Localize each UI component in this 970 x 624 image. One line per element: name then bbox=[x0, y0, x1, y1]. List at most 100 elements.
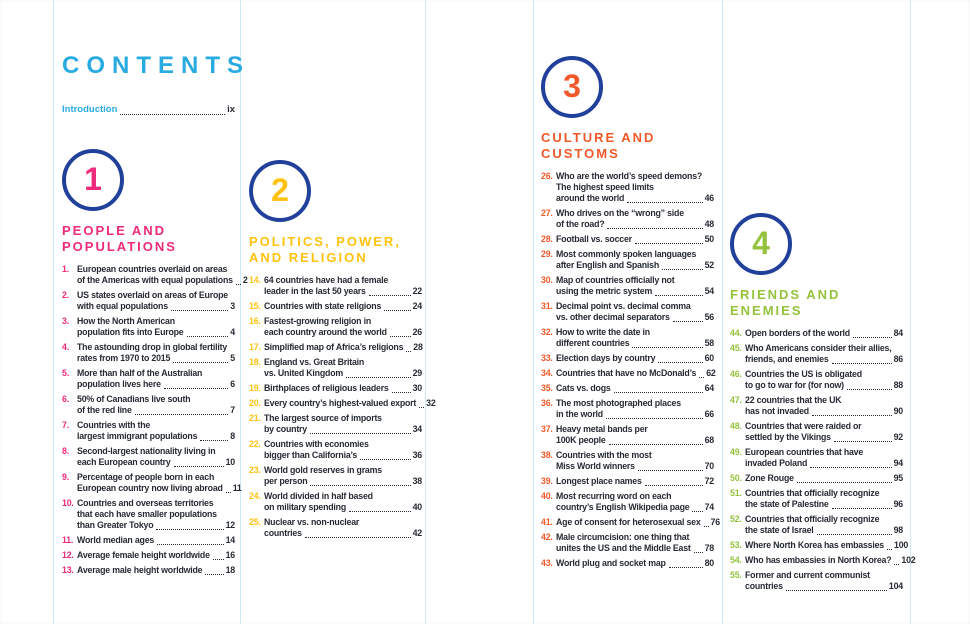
toc-entry-line: Most recurring word on each bbox=[556, 491, 672, 501]
section-number-badge: 3 bbox=[541, 56, 603, 118]
dot-leader bbox=[349, 511, 411, 512]
toc-entry-line: of the road? bbox=[556, 219, 605, 229]
toc-entry: 2. US states overlaid on areas of Europe w… bbox=[62, 290, 235, 312]
dot-leader bbox=[419, 407, 425, 408]
toc-entry-line: population lives here bbox=[77, 379, 161, 389]
dot-leader bbox=[831, 363, 892, 364]
toc-entry-page-number: 48 bbox=[704, 219, 715, 229]
toc-entry-text: Countries and overseas territories that e… bbox=[77, 498, 235, 531]
dot-leader bbox=[134, 414, 229, 415]
toc-entry-number: 1. bbox=[62, 264, 69, 274]
toc-entry: 22. Countries with economies bigger than C… bbox=[249, 439, 422, 461]
toc-entry-line: country’s English Wikipedia page bbox=[556, 502, 690, 512]
toc-entry-number: 13. bbox=[62, 565, 74, 575]
dot-leader bbox=[406, 351, 412, 352]
toc-entry: 7. Countries with the largest immigrant po… bbox=[62, 420, 235, 442]
toc-entry-page-number: 100 bbox=[894, 540, 909, 550]
toc-entry-line: vs. United Kingdom bbox=[264, 368, 343, 378]
toc-entry-list: 26. Who are the world’s speed demons? The … bbox=[541, 171, 720, 569]
toc-entry-line: per person bbox=[264, 476, 308, 486]
toc-entry-page-number: 78 bbox=[704, 543, 715, 553]
toc-entry-list: 1. European countries overlaid on areas of… bbox=[62, 264, 248, 576]
toc-entry-page-number: 28 bbox=[413, 342, 423, 352]
toc-entry-page-number: 34 bbox=[412, 424, 423, 434]
toc-entry-line: 22 countries that the UK bbox=[745, 395, 842, 405]
toc-entry-line: More than half of the Australian bbox=[77, 368, 203, 378]
toc-entry-text: Countries that officially recognize the s… bbox=[745, 514, 903, 536]
toc-entry-page-number: 54 bbox=[704, 286, 715, 296]
toc-entry-line: Heavy metal bands per bbox=[556, 424, 648, 434]
toc-entry-number: 46. bbox=[730, 369, 742, 379]
toc-entry-page-number: 50 bbox=[704, 234, 715, 244]
toc-entry-list: 44. Open borders of the world 84 45. Who Ame… bbox=[730, 328, 916, 592]
toc-entry-number: 7. bbox=[62, 420, 69, 430]
toc-entry-text: How to write the date in different countr… bbox=[556, 327, 714, 349]
toc-entry-line: European countries that have bbox=[745, 447, 864, 457]
toc-entry: 24. World divided in half based on militar… bbox=[249, 491, 422, 513]
toc-entry-page-number: 72 bbox=[704, 476, 715, 486]
dot-leader bbox=[368, 295, 411, 296]
toc-entry-number: 25. bbox=[249, 517, 261, 527]
toc-entry-line: Age of consent for heterosexual sex bbox=[556, 517, 701, 527]
toc-entry-number: 17. bbox=[249, 342, 261, 352]
toc-entry-page-number: 52 bbox=[704, 260, 715, 270]
dot-leader bbox=[304, 537, 411, 538]
page-title: CONTENTS bbox=[62, 52, 250, 79]
toc-entry-page-number: 22 bbox=[412, 286, 423, 296]
toc-entry-page-number: 104 bbox=[888, 581, 903, 591]
toc-entry: 50. Zone Rouge 95 bbox=[730, 473, 903, 484]
toc-entry: 32. How to write the date in different cou… bbox=[541, 327, 714, 349]
toc-entry-number: 26. bbox=[541, 171, 553, 181]
toc-entry-text: The most photographed places in the world… bbox=[556, 398, 714, 420]
dot-leader bbox=[699, 377, 705, 378]
toc-entry-number: 4. bbox=[62, 342, 69, 352]
toc-entry-line: vs. other decimal separators bbox=[556, 312, 670, 322]
toc-entry-page-number: 24 bbox=[412, 301, 423, 311]
dot-leader bbox=[785, 590, 887, 591]
toc-entry-line: Who Americans consider their allies, bbox=[745, 343, 892, 353]
section-politics-power-religion: 2 POLITICS, POWER, AND RELIGION 14. 64 co… bbox=[249, 160, 436, 539]
toc-entry-number: 54. bbox=[730, 555, 742, 565]
toc-entry-number: 45. bbox=[730, 343, 742, 353]
toc-entry: 6. 50% of Canadians live south of the red … bbox=[62, 394, 235, 416]
toc-entry: 52. Countries that officially recognize th… bbox=[730, 514, 903, 536]
toc-entry-line: rates from 1970 to 2015 bbox=[77, 353, 171, 363]
toc-entry-page-number: 90 bbox=[893, 406, 904, 416]
dot-leader bbox=[692, 511, 703, 512]
section-number: 2 bbox=[271, 172, 289, 208]
toc-entry-page-number: 60 bbox=[704, 353, 715, 363]
intro-page-number: ix bbox=[227, 104, 235, 115]
toc-entry-text: 50% of Canadians live south of the red li… bbox=[77, 394, 235, 416]
dot-leader bbox=[173, 362, 229, 363]
toc-entry-page-number: 6 bbox=[230, 379, 235, 389]
toc-entry-text: 64 countries have had a female leader in … bbox=[264, 275, 422, 297]
toc-entry: 29. Most commonly spoken languages after E… bbox=[541, 249, 714, 271]
toc-entry-line: bigger than California’s bbox=[264, 450, 358, 460]
toc-entry: 45. Who Americans consider their allies, f… bbox=[730, 343, 903, 365]
toc-entry: 37. Heavy metal bands per 100K people 68 bbox=[541, 424, 714, 446]
toc-entry-text: Open borders of the world 84 bbox=[745, 328, 903, 339]
toc-entry: 17. Simplified map of Africa’s religions 2… bbox=[249, 342, 423, 353]
dot-leader bbox=[360, 459, 411, 460]
toc-entry-page-number: 7 bbox=[230, 405, 235, 415]
toc-entry-text: Who are the world’s speed demons? The hig… bbox=[556, 171, 714, 204]
dot-leader bbox=[894, 564, 900, 565]
dot-leader bbox=[833, 441, 892, 442]
dot-leader bbox=[831, 508, 892, 509]
toc-entry-number: 24. bbox=[249, 491, 261, 501]
toc-entry-line: 64 countries have had a female bbox=[264, 275, 389, 285]
toc-entry-text: Football vs. soccer 50 bbox=[556, 234, 714, 245]
toc-entry-line: Where North Korea has embassies bbox=[745, 540, 885, 550]
section-title: FRIENDS AND ENEMIES bbox=[730, 287, 841, 318]
toc-entry-line: than Greater Tokyo bbox=[77, 520, 154, 530]
toc-entry: 4. The astounding drop in global fertilit… bbox=[62, 342, 235, 364]
toc-entry-page-number: 29 bbox=[412, 368, 423, 378]
toc-entry-line: Who has embassies in North Korea? bbox=[745, 555, 892, 565]
toc-entry-line: by country bbox=[264, 424, 307, 434]
toc-entry-text: Countries with state religions 24 bbox=[264, 301, 422, 312]
toc-entry-page-number: 36 bbox=[412, 450, 423, 460]
toc-entry-page-number: 68 bbox=[704, 435, 715, 445]
toc-entry-number: 29. bbox=[541, 249, 553, 259]
dot-leader bbox=[173, 466, 224, 467]
toc-entry-line: Simplified map of Africa’s religions bbox=[264, 342, 404, 352]
